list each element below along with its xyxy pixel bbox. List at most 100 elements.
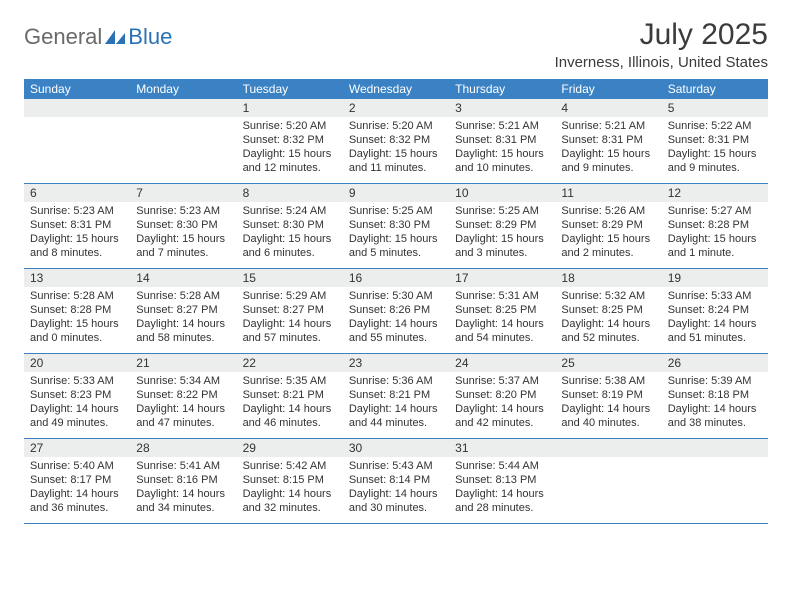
day-number: 6 bbox=[24, 184, 130, 202]
day-detail: Sunrise: 5:23 AMSunset: 8:30 PMDaylight:… bbox=[130, 202, 236, 264]
day-line: and 34 minutes. bbox=[136, 501, 230, 515]
day-line: and 1 minute. bbox=[668, 246, 762, 260]
day-detail: Sunrise: 5:29 AMSunset: 8:27 PMDaylight:… bbox=[237, 287, 343, 349]
day-detail: Sunrise: 5:22 AMSunset: 8:31 PMDaylight:… bbox=[662, 117, 768, 179]
day-line: Daylight: 14 hours bbox=[455, 487, 549, 501]
day-detail: Sunrise: 5:27 AMSunset: 8:28 PMDaylight:… bbox=[662, 202, 768, 264]
day-line: Sunset: 8:28 PM bbox=[30, 303, 124, 317]
day-line: and 8 minutes. bbox=[30, 246, 124, 260]
day-line: Sunrise: 5:28 AM bbox=[30, 289, 124, 303]
day-line: Sunrise: 5:23 AM bbox=[136, 204, 230, 218]
day-line: and 7 minutes. bbox=[136, 246, 230, 260]
day-line: Sunrise: 5:28 AM bbox=[136, 289, 230, 303]
day-detail: Sunrise: 5:38 AMSunset: 8:19 PMDaylight:… bbox=[555, 372, 661, 434]
day-line: Sunrise: 5:43 AM bbox=[349, 459, 443, 473]
day-line: Sunset: 8:27 PM bbox=[243, 303, 337, 317]
day-number: 24 bbox=[449, 354, 555, 372]
day-cell bbox=[555, 439, 661, 523]
day-detail: Sunrise: 5:37 AMSunset: 8:20 PMDaylight:… bbox=[449, 372, 555, 434]
day-line: and 36 minutes. bbox=[30, 501, 124, 515]
day-number: 2 bbox=[343, 99, 449, 117]
day-line: and 12 minutes. bbox=[243, 161, 337, 175]
day-detail: Sunrise: 5:32 AMSunset: 8:25 PMDaylight:… bbox=[555, 287, 661, 349]
day-number: 27 bbox=[24, 439, 130, 457]
day-detail: Sunrise: 5:20 AMSunset: 8:32 PMDaylight:… bbox=[343, 117, 449, 179]
day-cell: 19Sunrise: 5:33 AMSunset: 8:24 PMDayligh… bbox=[662, 269, 768, 353]
day-line: Daylight: 15 hours bbox=[455, 232, 549, 246]
day-line: Daylight: 14 hours bbox=[243, 487, 337, 501]
day-line: Sunrise: 5:37 AM bbox=[455, 374, 549, 388]
day-line: and 49 minutes. bbox=[30, 416, 124, 430]
day-line: and 0 minutes. bbox=[30, 331, 124, 345]
day-cell: 6Sunrise: 5:23 AMSunset: 8:31 PMDaylight… bbox=[24, 184, 130, 268]
logo: General Blue bbox=[24, 18, 172, 50]
day-detail: Sunrise: 5:33 AMSunset: 8:23 PMDaylight:… bbox=[24, 372, 130, 434]
day-line: Daylight: 14 hours bbox=[668, 402, 762, 416]
day-number: 1 bbox=[237, 99, 343, 117]
day-detail: Sunrise: 5:30 AMSunset: 8:26 PMDaylight:… bbox=[343, 287, 449, 349]
calendar-page: General Blue July 2025 Inverness, Illino… bbox=[0, 0, 792, 524]
day-line: Daylight: 14 hours bbox=[349, 487, 443, 501]
day-line: Sunrise: 5:26 AM bbox=[561, 204, 655, 218]
day-line: Daylight: 15 hours bbox=[561, 232, 655, 246]
day-detail: Sunrise: 5:40 AMSunset: 8:17 PMDaylight:… bbox=[24, 457, 130, 519]
day-line: Sunset: 8:14 PM bbox=[349, 473, 443, 487]
week-row: 1Sunrise: 5:20 AMSunset: 8:32 PMDaylight… bbox=[24, 99, 768, 184]
day-line: Daylight: 15 hours bbox=[243, 147, 337, 161]
day-line: and 57 minutes. bbox=[243, 331, 337, 345]
day-line: Sunrise: 5:41 AM bbox=[136, 459, 230, 473]
day-line: Sunrise: 5:20 AM bbox=[243, 119, 337, 133]
day-line: Sunset: 8:13 PM bbox=[455, 473, 549, 487]
day-detail: Sunrise: 5:25 AMSunset: 8:29 PMDaylight:… bbox=[449, 202, 555, 264]
day-cell: 20Sunrise: 5:33 AMSunset: 8:23 PMDayligh… bbox=[24, 354, 130, 438]
day-detail: Sunrise: 5:21 AMSunset: 8:31 PMDaylight:… bbox=[555, 117, 661, 179]
day-line: and 28 minutes. bbox=[455, 501, 549, 515]
day-detail: Sunrise: 5:21 AMSunset: 8:31 PMDaylight:… bbox=[449, 117, 555, 179]
day-line: Sunset: 8:15 PM bbox=[243, 473, 337, 487]
month-title: July 2025 bbox=[555, 18, 768, 52]
day-cell: 1 Sunrise: 5:20 AMSunset: 8:32 PMDaylight… bbox=[237, 99, 343, 183]
day-line: Sunset: 8:32 PM bbox=[243, 133, 337, 147]
day-cell: 27Sunrise: 5:40 AMSunset: 8:17 PMDayligh… bbox=[24, 439, 130, 523]
day-line: and 10 minutes. bbox=[455, 161, 549, 175]
day-cell: 15Sunrise: 5:29 AMSunset: 8:27 PMDayligh… bbox=[237, 269, 343, 353]
day-line: Daylight: 14 hours bbox=[30, 402, 124, 416]
day-line: Sunrise: 5:29 AM bbox=[243, 289, 337, 303]
day-line: Daylight: 15 hours bbox=[561, 147, 655, 161]
day-line: and 11 minutes. bbox=[349, 161, 443, 175]
day-line: and 58 minutes. bbox=[136, 331, 230, 345]
calendar-grid: SundayMondayTuesdayWednesdayThursdayFrid… bbox=[24, 79, 768, 524]
day-line: Sunset: 8:19 PM bbox=[561, 388, 655, 402]
dow-cell: Friday bbox=[555, 79, 661, 99]
day-cell bbox=[662, 439, 768, 523]
day-line: Sunset: 8:31 PM bbox=[30, 218, 124, 232]
day-number: 12 bbox=[662, 184, 768, 202]
day-cell: 8Sunrise: 5:24 AMSunset: 8:30 PMDaylight… bbox=[237, 184, 343, 268]
day-number: 9 bbox=[343, 184, 449, 202]
dow-cell: Monday bbox=[130, 79, 236, 99]
day-line: Daylight: 14 hours bbox=[561, 402, 655, 416]
day-detail: Sunrise: 5:24 AMSunset: 8:30 PMDaylight:… bbox=[237, 202, 343, 264]
day-cell: 14Sunrise: 5:28 AMSunset: 8:27 PMDayligh… bbox=[130, 269, 236, 353]
day-number: 8 bbox=[237, 184, 343, 202]
day-line: and 51 minutes. bbox=[668, 331, 762, 345]
day-line: Daylight: 14 hours bbox=[455, 317, 549, 331]
day-line: Daylight: 14 hours bbox=[136, 402, 230, 416]
logo-text-general: General bbox=[24, 24, 102, 50]
day-line: Daylight: 14 hours bbox=[668, 317, 762, 331]
day-number: 29 bbox=[237, 439, 343, 457]
day-line: Sunrise: 5:38 AM bbox=[561, 374, 655, 388]
day-detail: Sunrise: 5:28 AMSunset: 8:27 PMDaylight:… bbox=[130, 287, 236, 349]
day-line: Sunrise: 5:32 AM bbox=[561, 289, 655, 303]
day-number: 15 bbox=[237, 269, 343, 287]
day-line: and 9 minutes. bbox=[668, 161, 762, 175]
day-number bbox=[130, 99, 236, 117]
day-line: Sunset: 8:31 PM bbox=[561, 133, 655, 147]
day-cell: 30Sunrise: 5:43 AMSunset: 8:14 PMDayligh… bbox=[343, 439, 449, 523]
day-number: 14 bbox=[130, 269, 236, 287]
day-cell: 2Sunrise: 5:20 AMSunset: 8:32 PMDaylight… bbox=[343, 99, 449, 183]
day-line: and 3 minutes. bbox=[455, 246, 549, 260]
day-line: Sunset: 8:21 PM bbox=[349, 388, 443, 402]
day-number: 7 bbox=[130, 184, 236, 202]
day-line: and 44 minutes. bbox=[349, 416, 443, 430]
